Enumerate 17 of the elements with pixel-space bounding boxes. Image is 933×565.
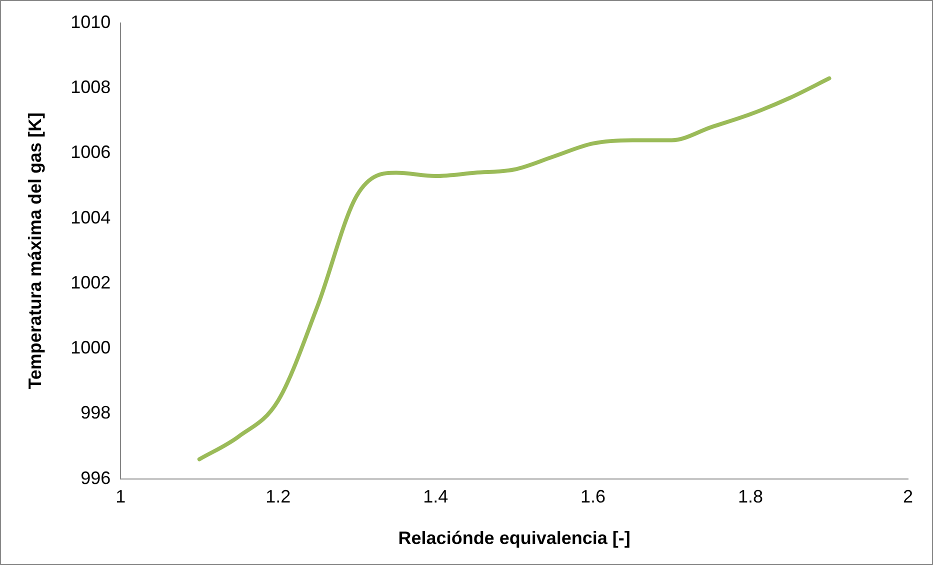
y-tick-label: 996 (80, 468, 111, 488)
y-tick-label: 998 (80, 402, 111, 423)
y-tick-label: 1006 (70, 142, 111, 162)
line-series (197, 76, 832, 462)
x-tick-label: 1.8 (738, 486, 764, 507)
x-axis-title: Relaciónde equivalencia [-] (398, 528, 630, 548)
y-axis-title: Temperatura máxima del gas [K] (24, 112, 45, 390)
x-tick-label: 1.4 (423, 486, 448, 507)
x-tick-label: 1.6 (580, 486, 606, 507)
x-tick-label: 1.2 (266, 486, 291, 507)
y-tick-label: 1002 (70, 272, 111, 292)
y-tick-label: 1000 (70, 338, 111, 358)
x-tick-label: 1 (116, 486, 126, 507)
y-tick-label: 1004 (70, 207, 111, 228)
x-tick-label: 2 (902, 486, 914, 507)
y-tick-label: 1010 (70, 12, 111, 32)
y-tick-label: 1008 (70, 77, 111, 98)
